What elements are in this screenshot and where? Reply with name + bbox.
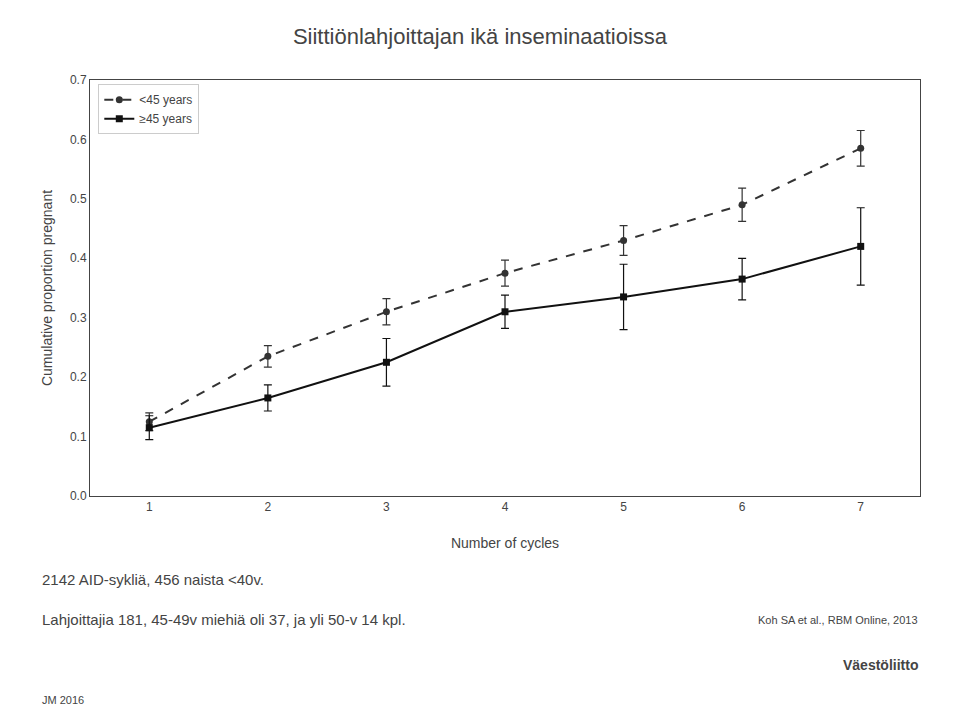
- svg-text:0.5: 0.5: [70, 192, 87, 206]
- svg-text:Siittiönlahjoittajan ikä insem: Siittiönlahjoittajan ikä inseminaatioiss…: [293, 24, 668, 49]
- svg-text:Lahjoittajia 181, 45-49v miehi: Lahjoittajia 181, 45-49v miehiä oli 37, …: [42, 611, 406, 628]
- svg-text:2: 2: [265, 500, 272, 514]
- svg-text:7: 7: [857, 500, 864, 514]
- svg-text:Väestöliitto: Väestöliitto: [843, 657, 918, 673]
- svg-text:Cumulative proportion pregnant: Cumulative proportion pregnant: [39, 190, 55, 386]
- svg-text:Number of cycles: Number of cycles: [451, 535, 559, 551]
- svg-text:0.7: 0.7: [70, 73, 87, 87]
- svg-text:6: 6: [739, 500, 746, 514]
- svg-text:0.3: 0.3: [70, 311, 87, 325]
- svg-text:≥45 years: ≥45 years: [139, 112, 192, 126]
- svg-text:<45 years: <45 years: [139, 93, 192, 107]
- svg-text:Koh SA et al., RBM Online, 201: Koh SA et al., RBM Online, 2013: [758, 614, 918, 626]
- svg-text:3: 3: [383, 500, 390, 514]
- svg-text:0.0: 0.0: [70, 489, 87, 503]
- svg-text:4: 4: [502, 500, 509, 514]
- svg-text:0.6: 0.6: [70, 133, 87, 147]
- svg-text:JM 2016: JM 2016: [42, 694, 84, 706]
- svg-text:0.4: 0.4: [70, 251, 87, 265]
- svg-text:0.1: 0.1: [70, 430, 87, 444]
- svg-text:2142 AID-sykliä, 456 naista <4: 2142 AID-sykliä, 456 naista <40v.: [42, 571, 264, 588]
- svg-text:0.2: 0.2: [70, 370, 87, 384]
- svg-text:1: 1: [146, 500, 153, 514]
- svg-text:5: 5: [620, 500, 627, 514]
